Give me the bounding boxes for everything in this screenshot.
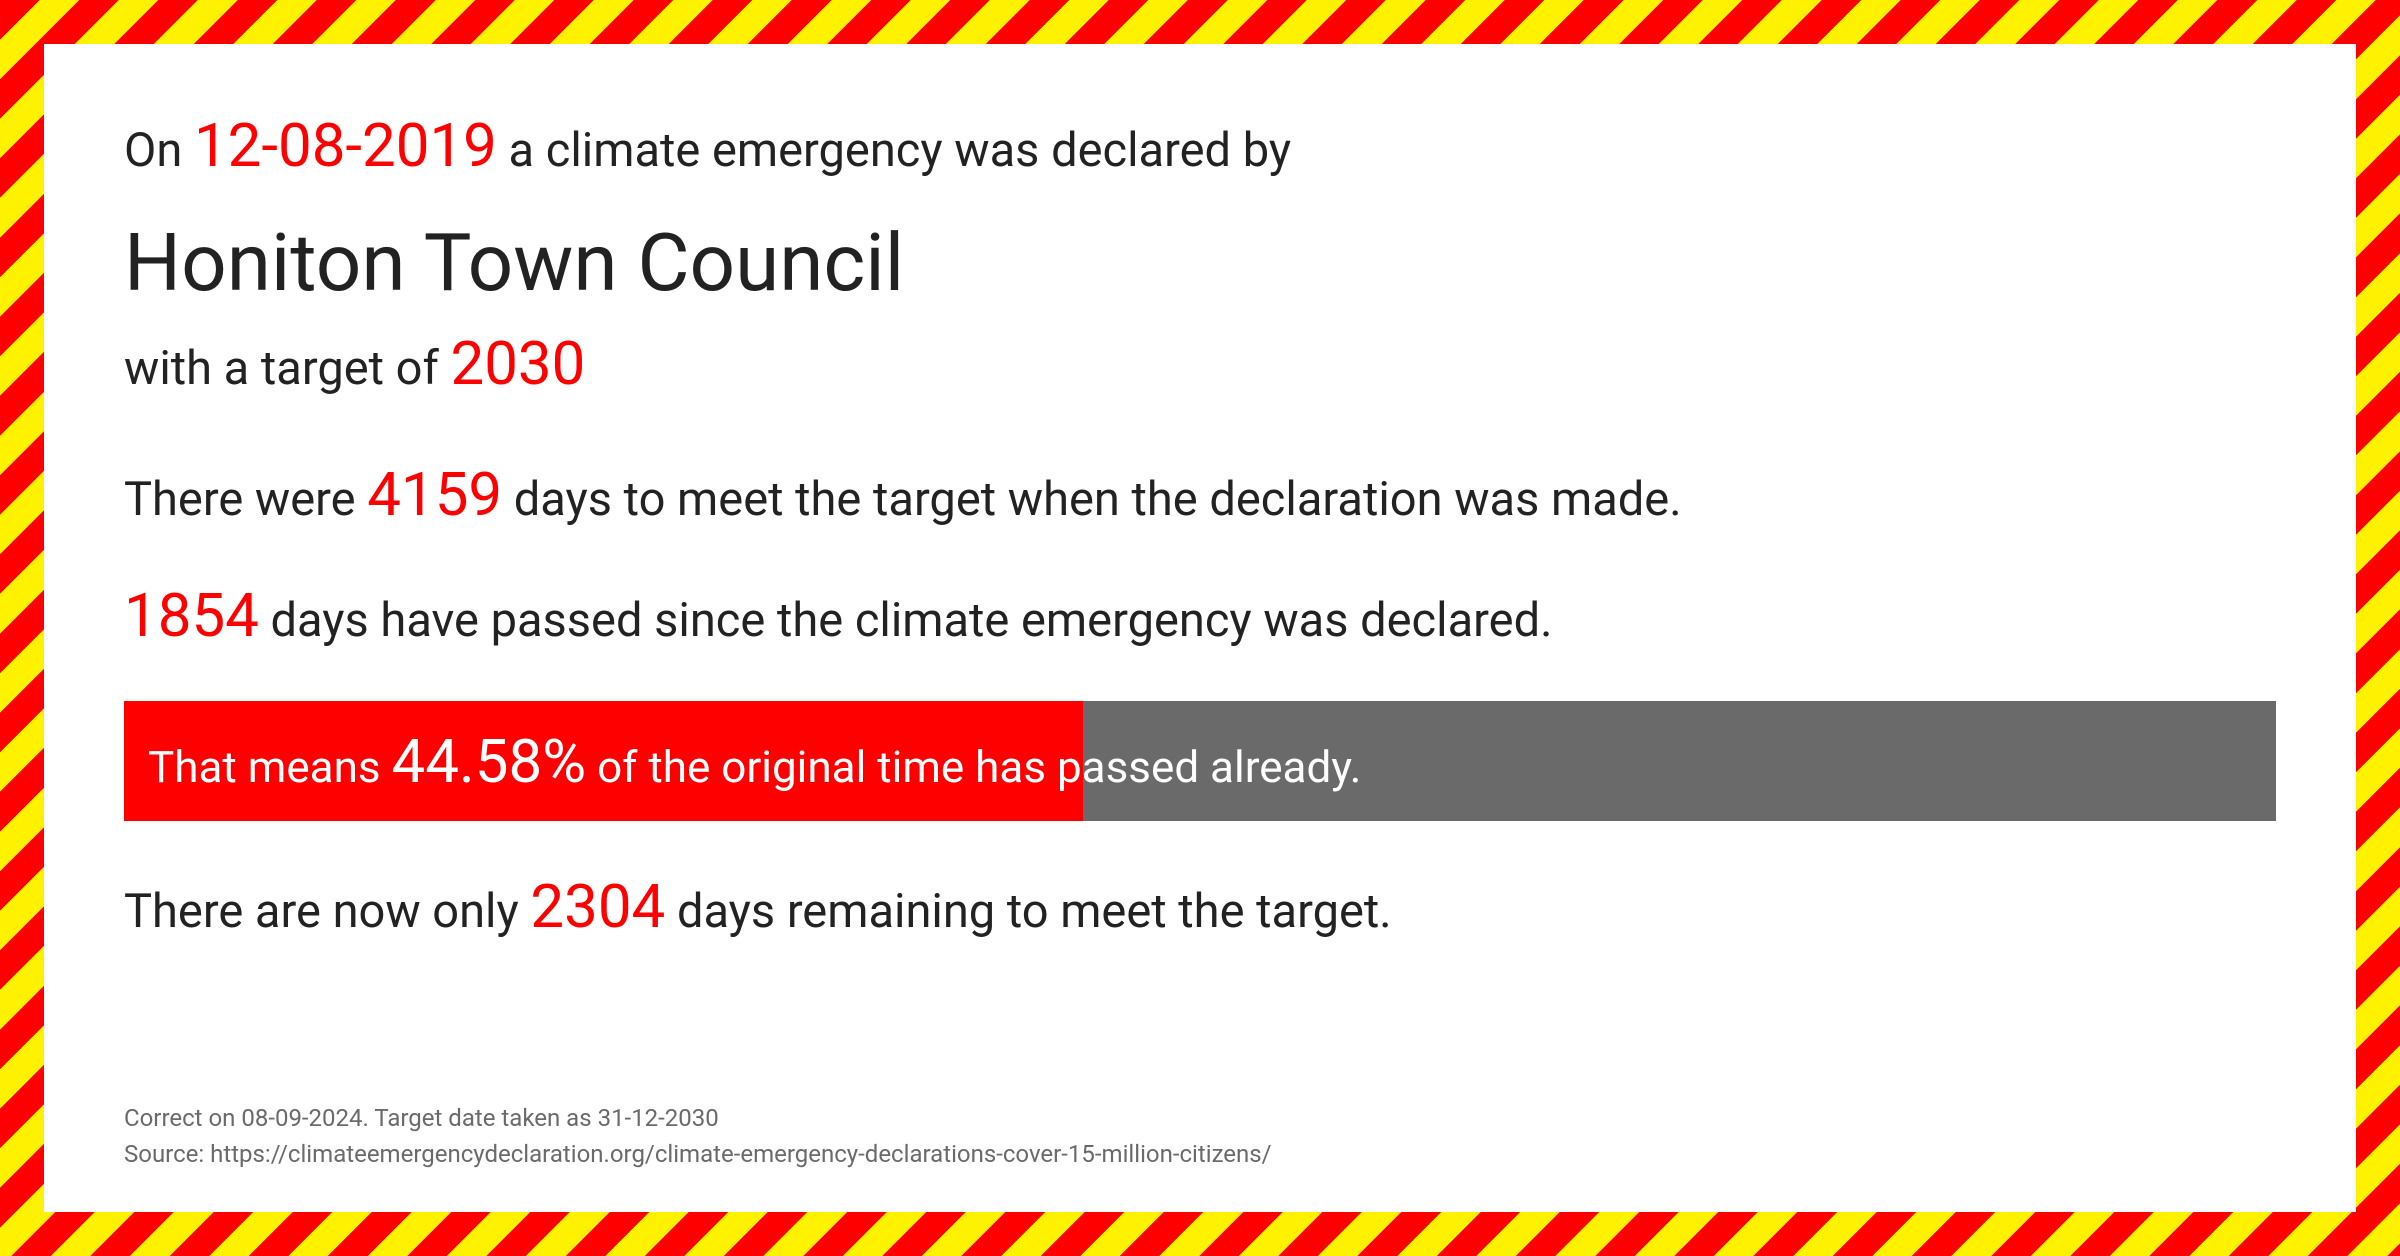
progress-bar: That means 44.58% of the original time h… (124, 701, 2276, 821)
content-panel: On 12-08-2019 a climate emergency was de… (44, 44, 2356, 1212)
target-line: with a target of 2030 (124, 328, 2276, 399)
days-remaining-line: There are now only 2304 days remaining t… (124, 871, 2276, 942)
progress-prefix: That means (148, 741, 392, 793)
days-total-line: There were 4159 days to meet the target … (124, 459, 2276, 530)
days-total-suffix: days to meet the target when the declara… (502, 472, 1681, 527)
progress-text: That means 44.58% of the original time h… (124, 726, 1361, 797)
intro-suffix: a climate emergency was declared by (497, 123, 1291, 178)
intro-prefix: On (124, 123, 194, 178)
days-total-value: 4159 (367, 459, 502, 530)
days-passed-suffix: days have passed since the climate emerg… (259, 593, 1553, 648)
days-passed-value: 1854 (124, 580, 259, 651)
target-year: 2030 (450, 328, 585, 399)
target-prefix: with a target of (124, 341, 450, 396)
footer-correct-on: Correct on 08-09-2024. Target date taken… (124, 1100, 2276, 1136)
days-remaining-prefix: There are now only (124, 884, 530, 939)
footer: Correct on 08-09-2024. Target date taken… (124, 1100, 2276, 1172)
declaration-date: 12-08-2019 (194, 110, 497, 181)
progress-percent: 44.58% (392, 726, 587, 797)
days-remaining-value: 2304 (530, 871, 665, 942)
council-name: Honiton Town Council (124, 216, 2276, 310)
footer-source: Source: https://climateemergencydeclarat… (124, 1136, 2276, 1172)
days-total-prefix: There were (124, 472, 367, 527)
days-remaining-suffix: days remaining to meet the target. (665, 884, 1391, 939)
hazard-border: On 12-08-2019 a climate emergency was de… (0, 0, 2400, 1256)
days-passed-line: 1854 days have passed since the climate … (124, 580, 2276, 651)
progress-suffix: of the original time has passed already. (586, 741, 1361, 793)
declaration-line: On 12-08-2019 a climate emergency was de… (124, 104, 2276, 188)
